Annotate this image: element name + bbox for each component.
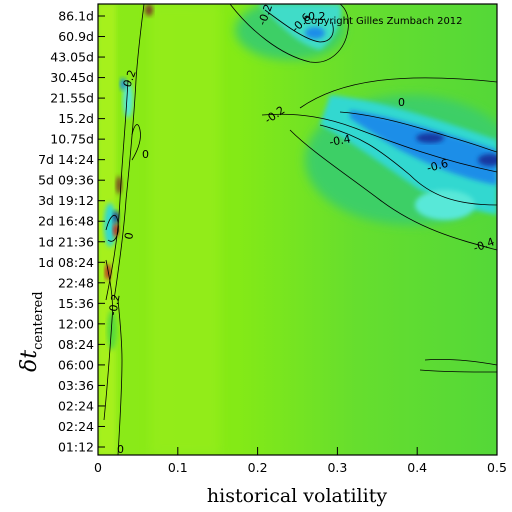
trough-blue-core-upper <box>305 27 325 39</box>
svg-text:δtcentered: δtcentered <box>17 291 46 372</box>
contour-label: 0 <box>117 443 124 456</box>
contour-label: 0 <box>142 148 149 161</box>
y-tick-label: 3d 19:12 <box>38 193 94 208</box>
plot-area: -0.2 -0.6 0.2 -0.2 0 -0.2 -0.4 -0.6 -0.4… <box>97 2 498 456</box>
x-tick-label: 0.3 <box>327 460 347 475</box>
trough-cyan-patch-right <box>415 190 475 220</box>
contour-line <box>419 369 497 373</box>
contour-label: -0.6 <box>425 157 449 175</box>
y-tick-label: 22:48 <box>58 275 94 290</box>
x-axis-title: historical volatility <box>207 485 387 507</box>
contour-line <box>103 259 113 421</box>
y-tick-label: 10.75d <box>50 132 94 147</box>
x-tick-label: 0.4 <box>407 460 427 475</box>
trough-cyan-upper <box>258 4 342 50</box>
contour-line <box>289 129 497 251</box>
y-tick-label: 08:24 <box>58 337 94 352</box>
contour-line <box>424 359 497 366</box>
contour-line <box>113 4 145 301</box>
y-tick-label: 02:24 <box>58 398 94 413</box>
y-tick-label: 01:12 <box>58 440 94 455</box>
contour-line <box>105 79 129 301</box>
edge-blue-2 <box>120 78 126 90</box>
x-tick-label: 0.1 <box>168 460 188 475</box>
y-tick-label: 06:00 <box>58 357 94 372</box>
x-axis: 0 0.1 0.2 0.3 0.4 0.5 <box>94 447 507 475</box>
y-axis-title-main: δt <box>17 350 42 372</box>
y-tick-label: 1d 08:24 <box>38 255 94 270</box>
contour-label: -0.4 <box>328 132 351 149</box>
edge-cyan-3 <box>107 310 117 350</box>
x-tick-label: 0 <box>94 460 102 475</box>
y-axis-title: δtcentered <box>17 291 46 372</box>
y-tick-label: 5d 09:36 <box>38 173 94 188</box>
contour-label: 0 <box>122 231 136 240</box>
contour-line <box>319 124 497 206</box>
heatmap-field <box>98 4 497 455</box>
contour-label: -0.2 <box>106 293 123 316</box>
contour-label: -0.2 <box>304 10 325 23</box>
y-tick-label: 15.2d <box>58 111 94 126</box>
y-tick-label: 12:00 <box>58 316 94 331</box>
edge-brown-2 <box>145 4 153 16</box>
contour-line <box>261 113 497 173</box>
edge-cyan-2 <box>123 82 133 118</box>
plot-frame <box>97 3 498 456</box>
y-axis: 86.1d 60.9d 43.05d 30.45d 21.55d 15.2d 10.75d 7… <box>38 9 105 455</box>
x-tick-label: 0.5 <box>487 460 507 475</box>
contour-line <box>264 9 334 43</box>
y-tick-label: 43.05d <box>50 50 94 65</box>
copyright-text: Copyright Gilles Zumbach 2012 <box>304 16 463 27</box>
trough-navy-core-1 <box>416 133 444 143</box>
contour-line <box>105 214 119 242</box>
y-tick-label: 30.45d <box>50 70 94 85</box>
contour-label: 0.2 <box>121 68 139 89</box>
y-tick-label: 21.55d <box>50 91 94 106</box>
mid-vol-light-band <box>150 4 220 455</box>
trough-blue-band <box>350 110 497 185</box>
contour-line <box>299 77 497 109</box>
y-tick-label: 86.1d <box>58 9 94 24</box>
contour-label: 0 <box>398 96 405 109</box>
contour-line <box>339 111 497 153</box>
y-tick-label: 02:24 <box>58 419 94 434</box>
trough-navy-core-2 <box>478 154 497 166</box>
y-tick-label: 2d 16:48 <box>38 214 94 229</box>
contour-line <box>229 4 349 63</box>
y-tick-label: 15:36 <box>58 296 94 311</box>
y-tick-label: 1d 21:36 <box>38 234 94 249</box>
y-axis-title-subscript: centered <box>31 291 46 350</box>
y-tick-label: 03:36 <box>58 378 94 393</box>
contour-line <box>131 124 141 161</box>
y-tick-label: 7d 14:24 <box>38 152 94 167</box>
contour-lines <box>103 4 497 455</box>
edge-cyan-1 <box>104 203 116 247</box>
x-tick-label: 0.2 <box>248 460 268 475</box>
y-tick-label: 60.9d <box>58 29 94 44</box>
contour-line <box>117 299 123 455</box>
